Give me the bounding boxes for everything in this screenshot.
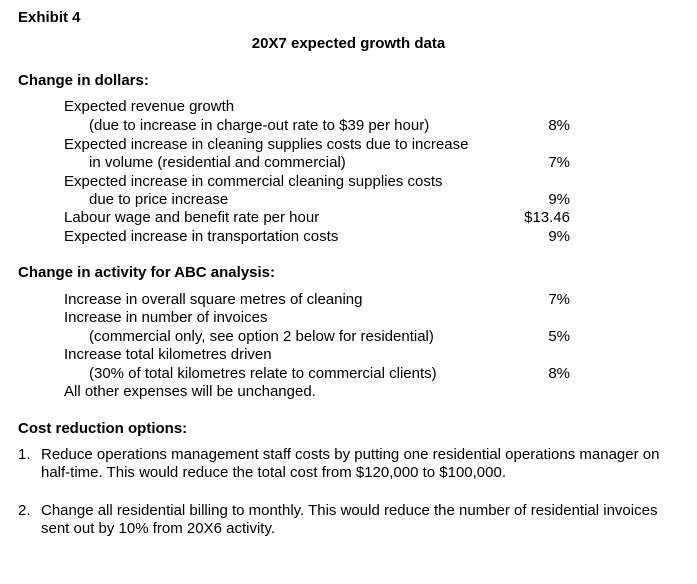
dollars-heading: Change in dollars:	[18, 72, 149, 89]
dollars-line: Expected revenue growth	[64, 98, 235, 115]
dollars-line: (due to increase in charge-out rate to $…	[89, 117, 430, 134]
activity-value: 7%	[548, 291, 570, 308]
activity-line: (commercial only, see option 2 below for…	[89, 328, 434, 345]
activity-line: All other expenses will be unchanged.	[64, 383, 316, 400]
option-text: Reduce operations management staff costs…	[41, 446, 660, 481]
activity-line: Increase total kilometres driven	[64, 346, 272, 363]
dollars-line: Expected increase in commercial cleaning…	[64, 173, 443, 190]
dollars-value: 9%	[548, 191, 570, 208]
dollars-line: Expected increase in transportation cost…	[64, 228, 339, 245]
dollars-value: 8%	[548, 117, 570, 134]
option-number: 2.	[18, 502, 31, 519]
activity-value: 8%	[548, 365, 570, 382]
activity-heading: Change in activity for ABC analysis:	[18, 264, 276, 281]
option-number: 1.	[18, 446, 31, 463]
dollars-value: 9%	[548, 228, 570, 245]
dollars-value: 7%	[548, 154, 570, 171]
dollars-line: Expected increase in cleaning supplies c…	[64, 136, 469, 153]
activity-value: 5%	[548, 328, 570, 345]
dollars-line: due to price increase	[89, 191, 229, 208]
activity-line: (30% of total kilometres relate to comme…	[89, 365, 437, 382]
cost-reduction-heading: Cost reduction options:	[18, 420, 188, 437]
exhibit-label: Exhibit 4	[18, 9, 81, 26]
activity-line: Increase in number of invoices	[64, 309, 268, 326]
dollars-line: Labour wage and benefit rate per hour	[64, 209, 320, 226]
option-text: Change all residential billing to monthl…	[41, 502, 658, 537]
dollars-line: in volume (residential and commercial)	[89, 154, 346, 171]
dollars-value: $13.46	[524, 209, 570, 226]
page-title: 20X7 expected growth data	[251, 35, 446, 52]
activity-line: Increase in overall square metres of cle…	[64, 291, 363, 308]
